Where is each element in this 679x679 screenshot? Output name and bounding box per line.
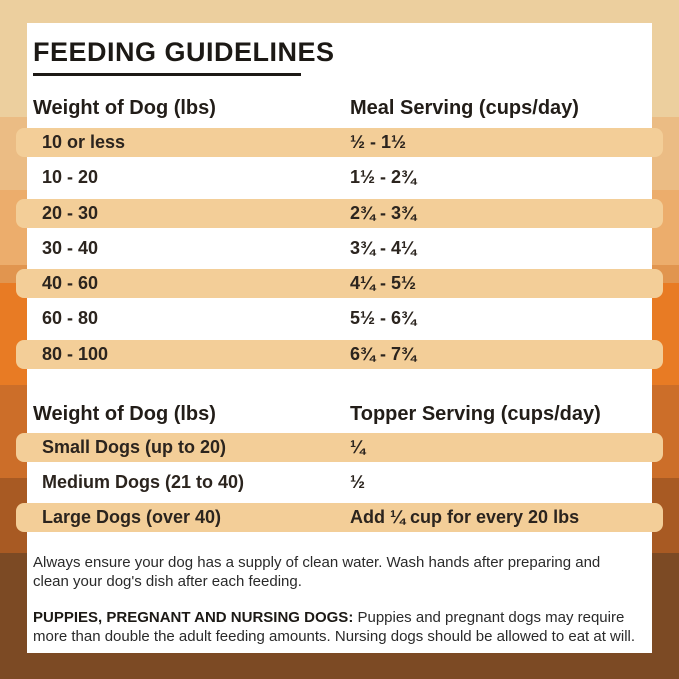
topper-table-row: Small Dogs (up to 20) ¼ bbox=[16, 432, 663, 462]
serving-cell: 3¾ - 4¼ bbox=[350, 237, 417, 258]
meal-table-row: 80 - 100 6¾ - 7¾ bbox=[16, 339, 663, 369]
serving-cell: 2¾ - 3¾ bbox=[350, 202, 417, 223]
serving-cell: 1½ - 2¾ bbox=[350, 167, 417, 188]
title-underline bbox=[33, 73, 301, 76]
note-puppies: PUPPIES, PREGNANT AND NURSING DOGS: Pupp… bbox=[33, 608, 639, 646]
serving-cell: Add ¼ cup for every 20 lbs bbox=[350, 507, 580, 528]
weight-cell: 10 - 20 bbox=[42, 167, 99, 188]
meal-col2-header: Meal Serving (cups/day) bbox=[350, 97, 579, 119]
note-clean-water: Always ensure your dog has a supply of c… bbox=[33, 554, 601, 591]
topper-table-row: Large Dogs (over 40) Add ¼ cup for every… bbox=[16, 503, 663, 533]
weight-cell: Small Dogs (up to 20) bbox=[42, 436, 227, 457]
serving-cell: ½ - 1½ bbox=[350, 132, 407, 152]
note-puppies-text: Puppies and pregnant dogs may require mo… bbox=[33, 609, 636, 646]
topper-col2-header: Topper Serving (cups/day) bbox=[350, 402, 601, 425]
page-title: FEEDING GUIDELINES bbox=[33, 37, 335, 67]
topper-table-row: Medium Dogs (21 to 40) ½ bbox=[16, 468, 663, 497]
meal-table-row: 40 - 60 4¼ - 5½ bbox=[16, 269, 663, 299]
meal-table-row: 30 - 40 3¾ - 4¼ bbox=[16, 234, 663, 263]
weight-cell: 80 - 100 bbox=[42, 343, 109, 364]
weight-cell: Large Dogs (over 40) bbox=[42, 507, 222, 528]
topper-table: Small Dogs (up to 20) ¼ Medium Dogs (21 … bbox=[16, 432, 663, 533]
meal-table: 10 or less ½ - 1½ 10 - 20 1½ - 2¾ 20 - 3… bbox=[16, 128, 663, 369]
serving-cell: 6¾ - 7¾ bbox=[350, 343, 417, 364]
meal-table-row: 10 - 20 1½ - 2¾ bbox=[16, 163, 663, 192]
weight-cell: Medium Dogs (21 to 40) bbox=[42, 472, 245, 493]
weight-cell: 20 - 30 bbox=[42, 202, 99, 223]
topper-col1-header: Weight of Dog (lbs) bbox=[33, 402, 216, 425]
meal-table-row: 10 or less ½ - 1½ bbox=[16, 128, 663, 157]
weight-cell: 60 - 80 bbox=[42, 308, 99, 329]
serving-cell: ½ bbox=[350, 472, 366, 493]
serving-cell: 5½ - 6¾ bbox=[350, 308, 417, 329]
meal-col1-header: Weight of Dog (lbs) bbox=[33, 97, 216, 119]
meal-table-row: 60 - 80 5½ - 6¾ bbox=[16, 304, 663, 333]
serving-cell: 4¼ - 5½ bbox=[350, 273, 417, 294]
meal-table-header: Weight of Dog (lbs) Meal Serving (cups/d… bbox=[33, 98, 646, 119]
meal-table-row: 20 - 30 2¾ - 3¾ bbox=[16, 198, 663, 228]
serving-cell: ¼ bbox=[350, 436, 366, 457]
weight-cell: 30 - 40 bbox=[42, 237, 99, 258]
weight-cell: 10 or less bbox=[42, 132, 126, 152]
topper-table-header: Weight of Dog (lbs) Topper Serving (cups… bbox=[33, 402, 646, 425]
weight-cell: 40 - 60 bbox=[42, 273, 99, 294]
guidelines-card: FEEDING GUIDELINES Weight of Dog (lbs) M… bbox=[16, 23, 663, 653]
note-puppies-label: PUPPIES, PREGNANT AND NURSING DOGS: bbox=[33, 609, 354, 627]
footnotes: Always ensure your dog has a supply of c… bbox=[33, 553, 639, 646]
